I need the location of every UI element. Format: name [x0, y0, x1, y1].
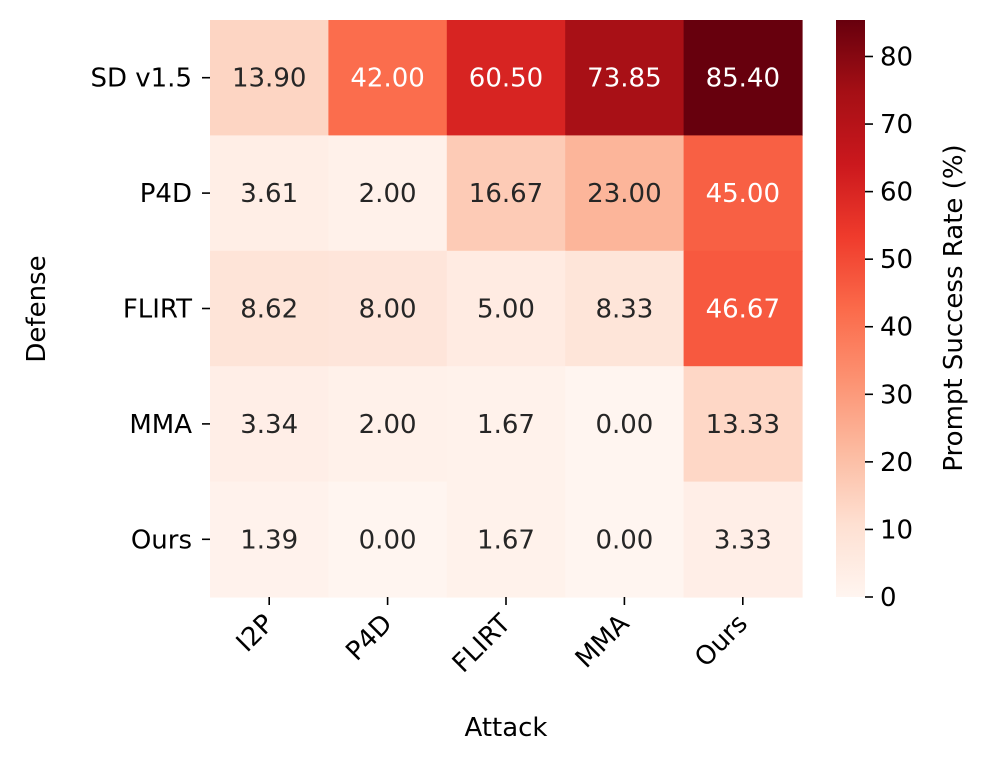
colorbar-tick-label: 80	[880, 42, 913, 72]
cell-value-label: 45.00	[706, 179, 780, 209]
y-tick-label: MMA	[129, 410, 192, 440]
heatmap-cell-sd-v1-5-ours	[683, 20, 803, 136]
heatmap-cell-labels: 13.90 42.00 60.50 73.85 85.40 3.61 2.00 16.67 23…	[232, 64, 780, 556]
colorbar-tick-label: 30	[880, 380, 913, 410]
heatmap-cell-ours-p4d	[328, 481, 448, 598]
x-tick-label: Ours	[689, 609, 753, 673]
y-tick-label: SD v1.5	[90, 64, 192, 94]
colorbar-tick-label: 40	[880, 313, 913, 343]
heatmap-cell-mma-mma	[565, 366, 685, 483]
cell-value-label: 16.67	[469, 179, 543, 209]
y-tick-label: P4D	[140, 179, 192, 209]
cell-value-label: 60.50	[469, 64, 543, 94]
heatmap-cell-p4d-i2p	[210, 135, 329, 252]
colorbar-tick-label: 50	[880, 245, 913, 275]
heatmap-cell-flirt-p4d	[328, 250, 448, 367]
colorbar-tick-label: 20	[880, 448, 913, 478]
cell-value-label: 46.67	[706, 295, 780, 325]
cell-value-label: 1.67	[477, 525, 535, 555]
colorbar-tick-label: 70	[880, 110, 913, 140]
cell-value-label: 8.33	[595, 295, 653, 325]
cell-value-label: 85.40	[706, 64, 780, 94]
y-axis: SD v1.5 P4D FLIRT MMA Ours	[90, 64, 210, 555]
cell-value-label: 3.61	[240, 179, 298, 209]
heatmap-cell-p4d-p4d	[328, 135, 448, 252]
heatmap-cell-ours-ours	[683, 481, 803, 598]
colorbar-label: Prompt Success Rate (%)	[939, 144, 969, 471]
cell-value-label: 1.39	[240, 525, 298, 555]
heatmap-cell-flirt-i2p	[210, 250, 329, 367]
cell-value-label: 8.62	[240, 295, 298, 325]
cell-value-label: 3.34	[240, 410, 298, 440]
cell-value-label: 0.00	[595, 525, 653, 555]
heatmap-cell-mma-flirt	[446, 366, 566, 483]
heatmap-cell-flirt-ours	[683, 250, 803, 367]
cell-value-label: 5.00	[477, 295, 535, 325]
heatmap-cell-ours-mma	[565, 481, 685, 598]
cell-value-label: 73.85	[587, 64, 661, 94]
colorbar-gradient	[836, 20, 865, 597]
heatmap-cell-mma-p4d	[328, 366, 448, 483]
cell-value-label: 2.00	[359, 179, 417, 209]
cell-value-label: 0.00	[595, 410, 653, 440]
heatmap-cell-p4d-flirt	[446, 135, 566, 252]
heatmap-cell-ours-flirt	[446, 481, 566, 598]
x-axis: I2P P4D FLIRT MMA Ours	[231, 597, 754, 679]
heatmap-cell-ours-i2p	[210, 481, 329, 598]
cell-value-label: 13.33	[706, 410, 780, 440]
cell-value-label: 13.90	[232, 64, 306, 94]
heatmap-cell-p4d-ours	[683, 135, 803, 252]
cell-value-label: 2.00	[359, 410, 417, 440]
colorbar-axis: 0 10 20 30 40 50 60 70 80	[865, 42, 913, 613]
x-tick-label: FLIRT	[447, 609, 517, 679]
x-tick-label: P4D	[340, 609, 398, 667]
heatmap-cell-mma-ours	[683, 366, 803, 483]
cell-value-label: 23.00	[587, 179, 661, 209]
heatmap-cell-flirt-mma	[565, 250, 685, 367]
heatmap-cell-p4d-mma	[565, 135, 685, 252]
heatmap-cell-sd-v1-5-i2p	[210, 20, 329, 136]
heatmap-cell-sd-v1-5-p4d	[328, 20, 448, 136]
heatmap-cells	[210, 20, 803, 598]
cell-value-label: 42.00	[350, 64, 424, 94]
heatmap-cell-mma-i2p	[210, 366, 329, 483]
colorbar	[836, 20, 865, 597]
cell-value-label: 1.67	[477, 410, 535, 440]
heatmap-cell-flirt-flirt	[446, 250, 566, 367]
cell-value-label: 0.00	[359, 525, 417, 555]
y-tick-label: FLIRT	[123, 295, 192, 325]
colorbar-tick-label: 10	[880, 515, 913, 545]
cell-value-label: 8.00	[359, 295, 417, 325]
colorbar-tick-label: 60	[880, 178, 913, 208]
heatmap-cell-sd-v1-5-mma	[565, 20, 685, 136]
x-tick-label: I2P	[231, 609, 280, 658]
x-axis-label: Attack	[464, 713, 547, 743]
y-axis-label: Defense	[22, 255, 52, 362]
colorbar-tick-label: 0	[880, 583, 897, 613]
heatmap-cell-sd-v1-5-flirt	[446, 20, 566, 136]
cell-value-label: 3.33	[714, 525, 772, 555]
y-tick-label: Ours	[131, 525, 192, 555]
x-tick-label: MMA	[570, 609, 636, 675]
